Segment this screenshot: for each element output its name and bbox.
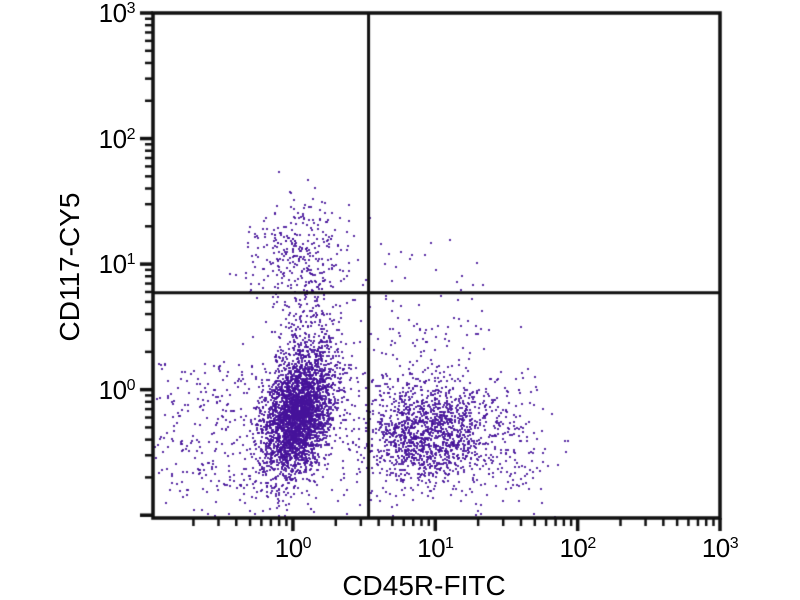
- x-axis-title: CD45R-FITC: [342, 570, 506, 600]
- x-tick-label-10e0: 100: [274, 533, 312, 563]
- y-tick-label-10e2: 102: [98, 123, 136, 154]
- y-tick-label-10e3: 103: [98, 0, 136, 28]
- x-tick-label-10e3: 103: [701, 533, 739, 563]
- x-tick-label-10e1: 101: [417, 533, 454, 563]
- y-axis-title: CD117-CY5: [54, 192, 85, 342]
- y-tick-label-10e1: 101: [98, 249, 136, 280]
- y-tick-label-10e0: 100: [98, 374, 136, 405]
- x-tick-label-10e2: 102: [559, 533, 596, 563]
